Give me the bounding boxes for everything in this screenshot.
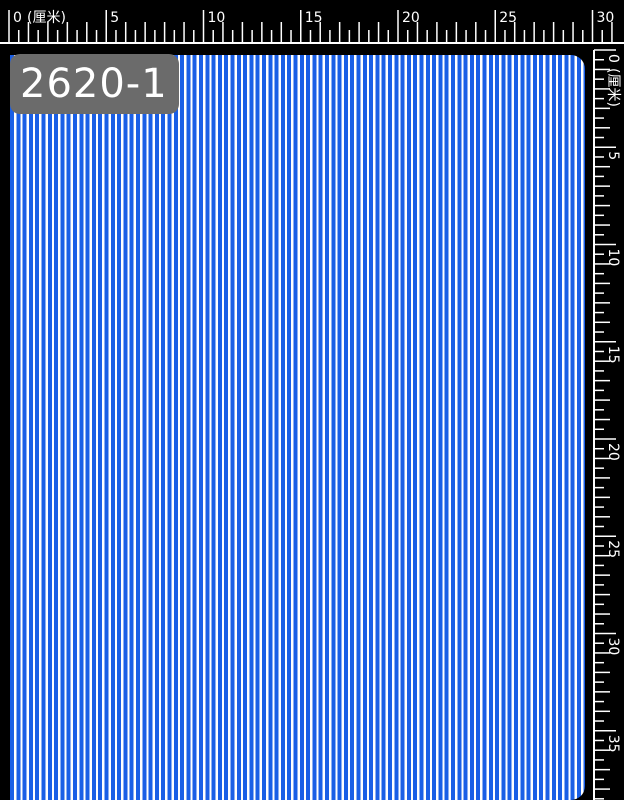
side-ruler-label: 30 [605,638,621,656]
side-ruler-label: 10 [605,249,621,267]
striped-fabric-swatch [10,55,585,800]
top-ruler-label: 0 [13,10,22,26]
top-ruler-label: 25 [499,10,517,26]
top-ruler-label: 5 [110,10,119,26]
top-ruler-label: 30 [597,10,615,26]
top-ruler-label: 20 [402,10,420,26]
side-ruler-label: 15 [605,346,621,364]
top-ruler-label: 10 [208,10,226,26]
side-ruler-label: 25 [605,540,621,558]
side-ruler: 0 5 10 15 20 25 30 35 [593,49,621,800]
top-ruler-unit: (厘米) [27,10,66,26]
top-ruler-label: 15 [305,10,323,26]
top-ruler: 0 5 10 15 20 25 30 [0,10,624,44]
side-ruler-unit: (厘米) [605,68,621,107]
side-ruler-label: 5 [605,151,621,160]
side-ruler-label: 20 [605,443,621,461]
product-code-label: 2620-1 [10,54,179,114]
side-ruler-label: 35 [605,735,621,753]
side-ruler-label: 0 [605,54,621,63]
